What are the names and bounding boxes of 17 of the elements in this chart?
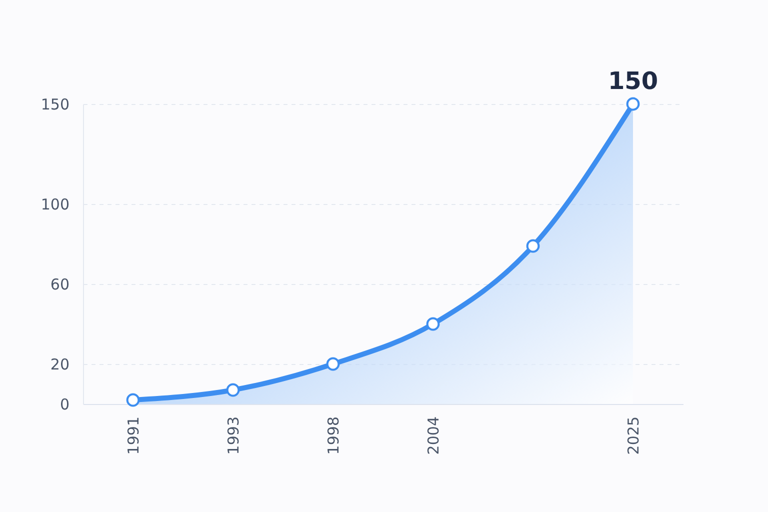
point xyxy=(326,357,340,371)
y-tick-label: 150 xyxy=(40,96,70,114)
x-tick-label: 1993 xyxy=(224,416,242,455)
point xyxy=(126,393,140,407)
point xyxy=(626,97,640,111)
y-tick-label: 0 xyxy=(60,396,70,414)
x-tick-label: 1991 xyxy=(124,416,142,455)
x-tick-label: 2004 xyxy=(424,416,442,455)
y-tick-label: 60 xyxy=(50,276,70,294)
point xyxy=(226,383,240,397)
point xyxy=(526,239,540,253)
x-tick-label: 2025 xyxy=(624,416,642,455)
annotation: 150 xyxy=(608,67,658,95)
point xyxy=(426,317,440,331)
x-tick-label: 1998 xyxy=(324,416,342,455)
y-tick-label: 20 xyxy=(50,356,70,374)
y-tick-label: 100 xyxy=(40,196,70,214)
